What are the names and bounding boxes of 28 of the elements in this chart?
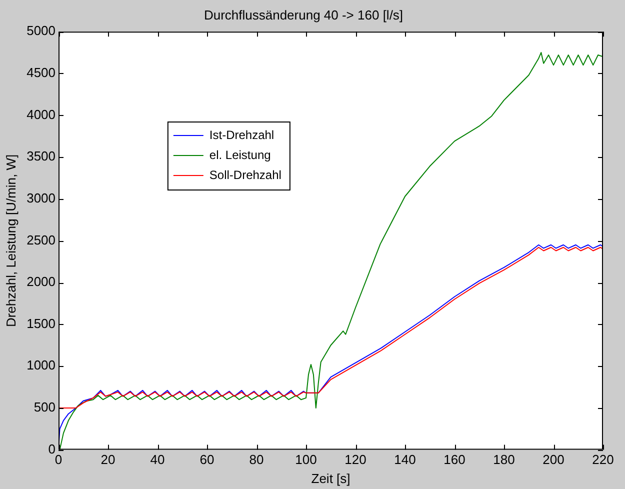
y-tick-label: 5000: [26, 23, 56, 38]
x-tick-label: 140: [394, 452, 416, 468]
x-tick-label: 180: [493, 452, 515, 468]
y-axis-title: Drehzahl, Leistung [U/min, W]: [3, 154, 18, 328]
x-tick-label: 120: [344, 452, 366, 468]
x-axis-title: Zeit [s]: [311, 470, 350, 486]
legend-label: el. Leistung: [209, 148, 271, 162]
x-tick-label: 160: [444, 452, 466, 468]
y-tick-label: 2000: [26, 274, 56, 290]
y-tick-label: 3500: [26, 148, 56, 164]
chart-title: Durchflussänderung 40 -> 160 [l/s]: [204, 7, 404, 22]
x-tick-label: 100: [295, 452, 317, 468]
y-tick-label: 4000: [26, 106, 56, 122]
legend-label: Soll-Drehzahl: [209, 168, 282, 182]
y-tick-label: 3000: [26, 190, 56, 206]
x-tick-label: 200: [542, 452, 564, 468]
y-tick-label: 2500: [26, 232, 56, 248]
x-tick-label: 220: [592, 452, 614, 468]
x-tick-label: 80: [249, 452, 264, 468]
x-tick-label: 20: [100, 452, 116, 468]
y-tick-label: 4500: [26, 65, 56, 80]
y-tick-label: 0: [48, 441, 56, 456]
legend-label: Ist-Drehzahl: [209, 128, 274, 142]
y-tick-label: 500: [34, 400, 56, 415]
x-tick-label: 40: [150, 452, 165, 468]
y-tick-label: 1000: [26, 358, 56, 373]
y-tick-label: 1500: [26, 316, 56, 331]
x-tick-label: 60: [200, 452, 214, 468]
